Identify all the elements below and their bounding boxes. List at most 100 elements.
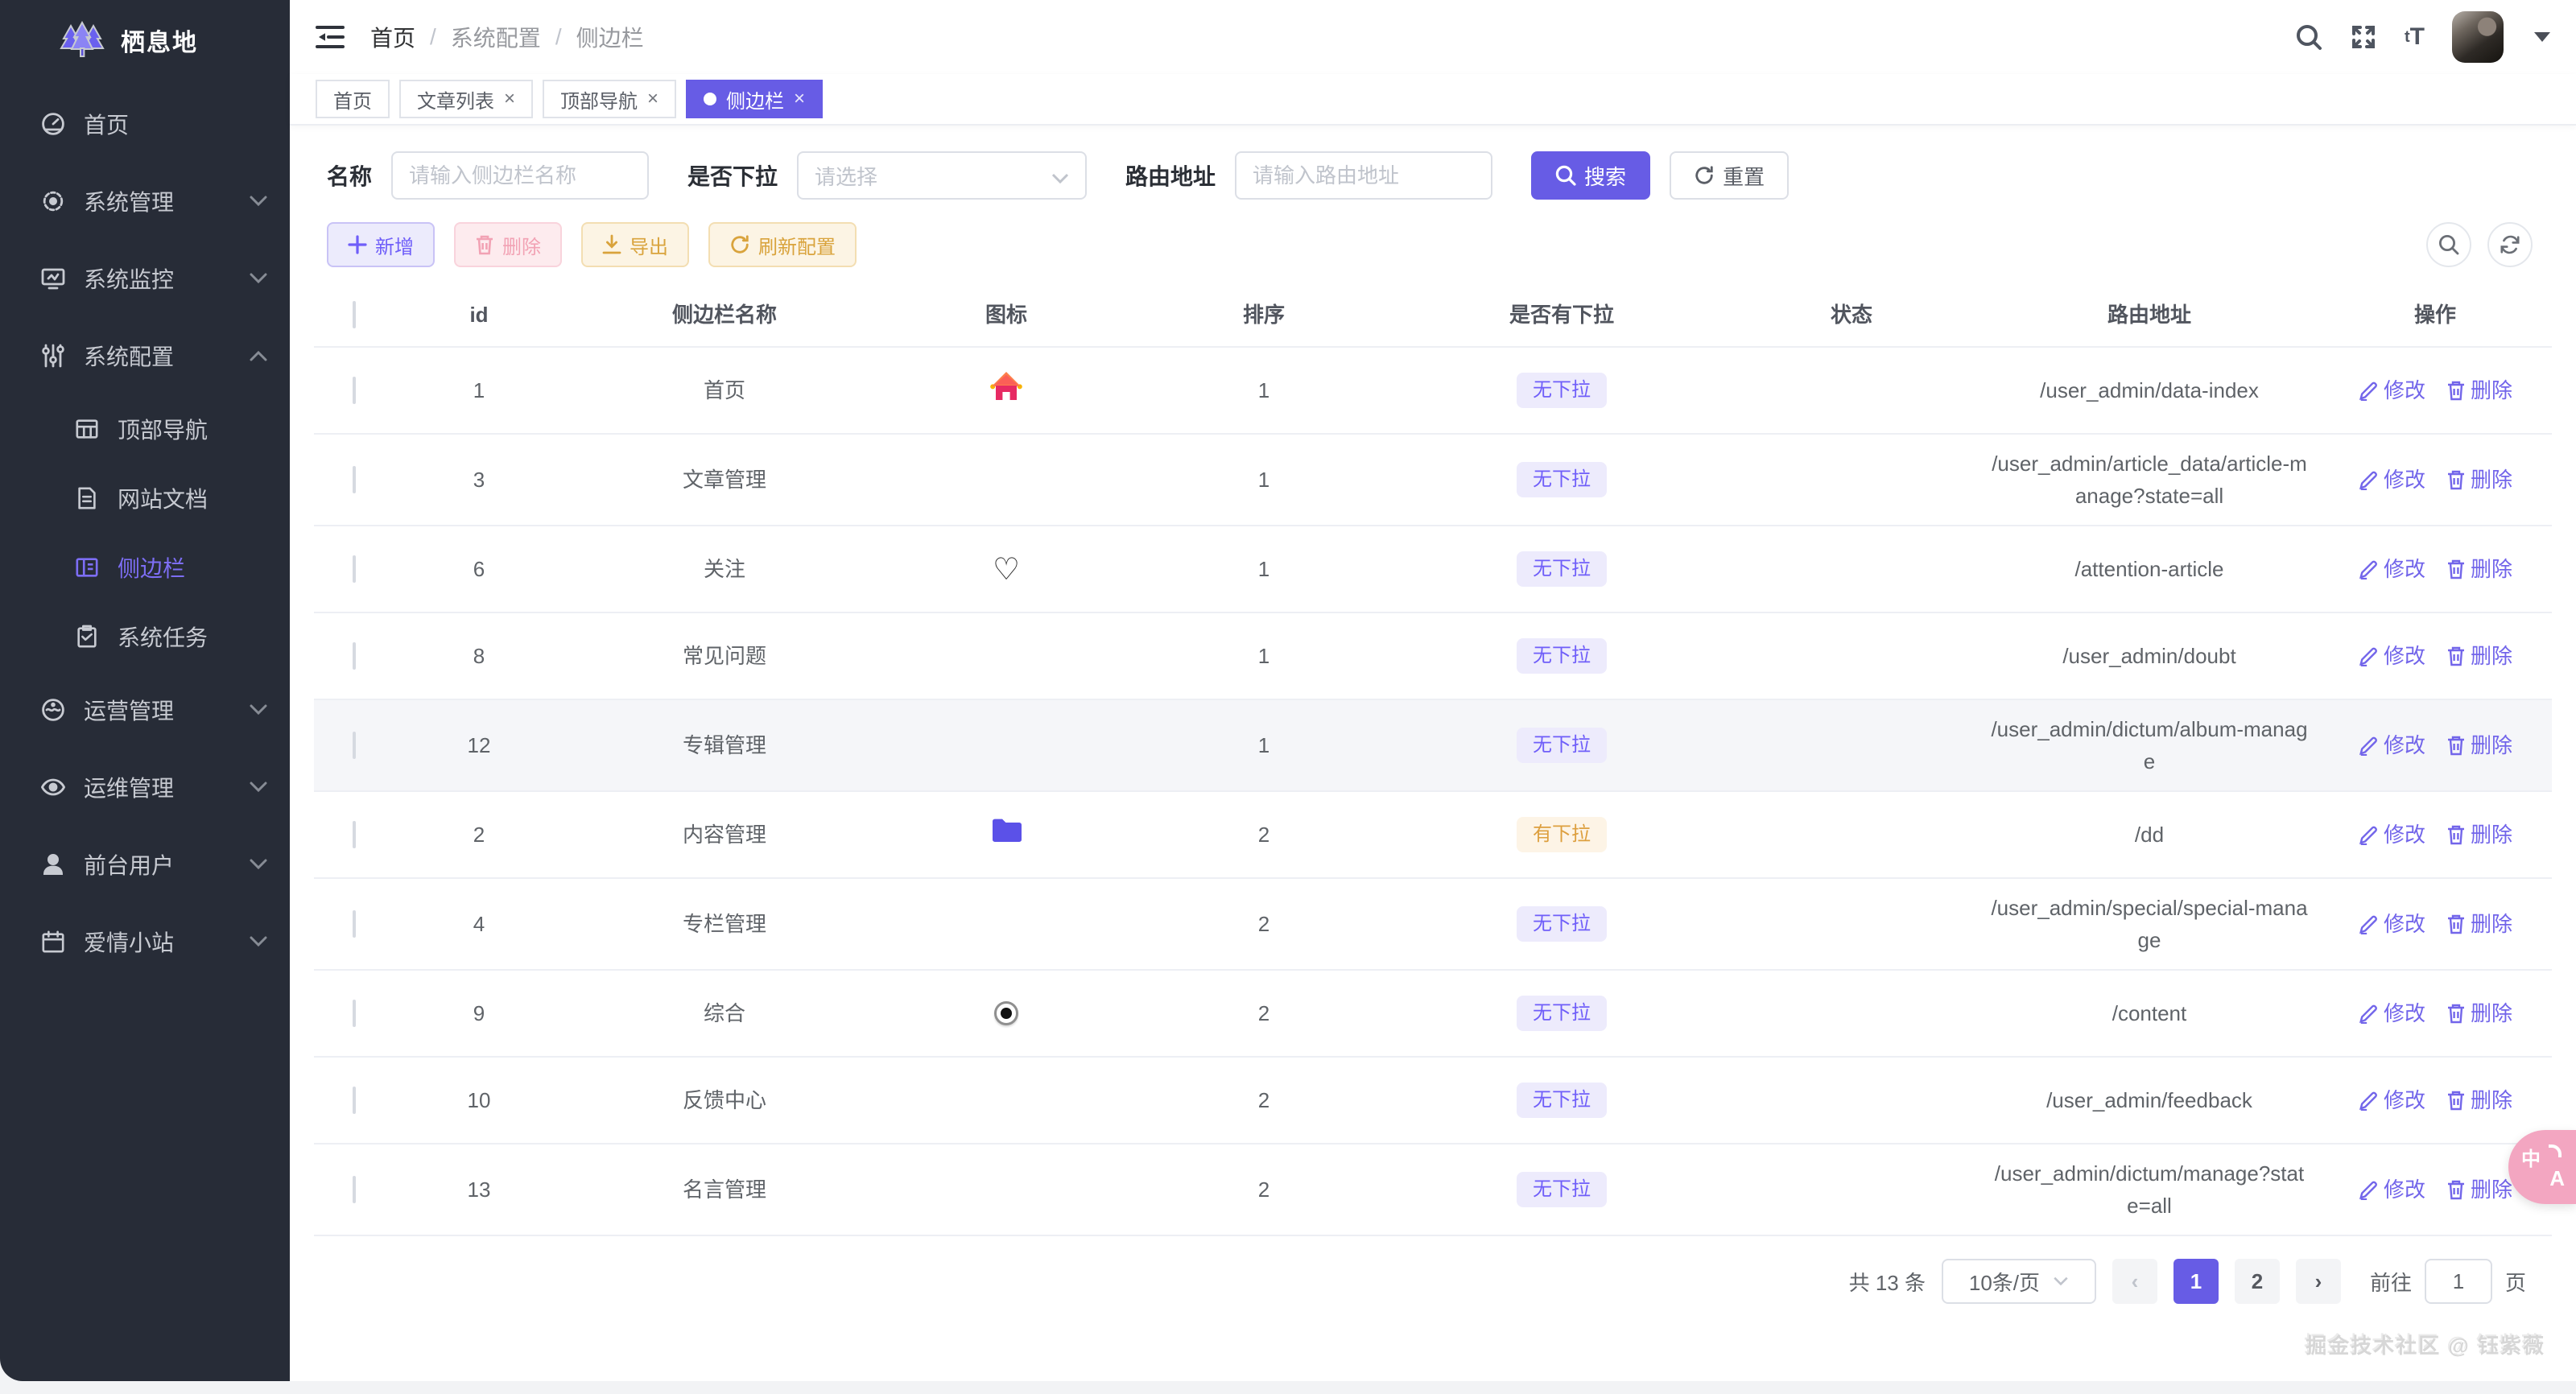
sidebar-item-system-config[interactable]: 系统配置 (0, 317, 290, 394)
edit-link[interactable]: 修改 (2358, 908, 2425, 940)
sidebar-item-maintenance[interactable]: 运维管理 (0, 749, 290, 826)
col-route: 路由地址 (2107, 303, 2191, 327)
table-tools (2426, 222, 2533, 267)
dropdown-filter-select[interactable]: 请选择 (797, 151, 1088, 200)
name-filter-input[interactable] (391, 151, 650, 200)
route-filter-label: 路由地址 (1125, 164, 1216, 189)
cell-name: 首页 (703, 378, 745, 402)
sidebar-item-operation[interactable]: 运营管理 (0, 671, 290, 749)
edit-link[interactable]: 修改 (2358, 1173, 2425, 1206)
delete-link[interactable]: 删除 (2446, 374, 2512, 406)
delete-button[interactable]: 删除 (454, 222, 562, 267)
sidebar-item-site-docs[interactable]: 网站文档 (0, 464, 290, 533)
cell-dropdown: 无下拉 (1401, 538, 1723, 600)
menu-fold-icon[interactable] (316, 24, 345, 50)
translate-float-button[interactable]: 中 A (2508, 1130, 2576, 1204)
bottom-strip (0, 1381, 2576, 1394)
cell-id: 12 (467, 733, 491, 757)
tab-文章列表[interactable]: 文章列表 × (399, 80, 534, 118)
table-row: 1 首页 1 无下拉/user_admin/data-index 修改 删除 (314, 348, 2552, 435)
delete-link[interactable]: 删除 (2446, 908, 2512, 940)
tab-label: 文章列表 (417, 90, 494, 113)
monitor-icon (40, 266, 66, 291)
row-checkbox[interactable] (353, 1087, 356, 1114)
page-size-select[interactable]: 10条/页 (1941, 1259, 2096, 1304)
page-button-1[interactable]: 1 (2173, 1259, 2219, 1304)
search-button[interactable]: 搜索 (1531, 151, 1651, 200)
close-icon[interactable]: × (794, 88, 806, 109)
cell-name: 专栏管理 (682, 912, 766, 936)
delete-label: 删除 (2471, 557, 2513, 581)
close-icon[interactable]: × (647, 88, 659, 109)
row-checkbox[interactable] (353, 821, 356, 848)
delete-link[interactable]: 删除 (2446, 1084, 2512, 1116)
row-checkbox[interactable] (353, 910, 356, 938)
route-filter-input[interactable] (1235, 151, 1493, 200)
table-search-icon[interactable] (2426, 222, 2471, 267)
add-button[interactable]: 新增 (327, 222, 435, 267)
sidebar-item-sidebar[interactable]: 侧边栏 (0, 533, 290, 602)
sidebar-item-top-nav[interactable]: 顶部导航 (0, 394, 290, 464)
sidebar-item-system-tasks[interactable]: 系统任务 (0, 602, 290, 671)
goto-suffix: 页 (2504, 1270, 2526, 1295)
edit-link[interactable]: 修改 (2358, 729, 2425, 761)
table-body: 1 首页 1 无下拉/user_admin/data-index 修改 删除 3 文章管理 1 无… (314, 348, 2552, 1236)
row-checkbox[interactable] (353, 377, 356, 404)
delete-link[interactable]: 删除 (2446, 819, 2512, 851)
row-checkbox[interactable] (353, 1176, 356, 1203)
delete-link[interactable]: 删除 (2446, 729, 2512, 761)
row-checkbox[interactable] (353, 466, 356, 493)
cell-checkbox (314, 540, 394, 598)
breadcrumb-home[interactable]: 首页 (370, 26, 416, 51)
cell-operations: 修改 删除 (2318, 540, 2552, 598)
delete-link[interactable]: 删除 (2446, 553, 2512, 585)
sidebar-item-system-manage[interactable]: 系统管理 (0, 163, 290, 240)
row-checkbox[interactable] (353, 732, 356, 759)
edit-link[interactable]: 修改 (2358, 553, 2425, 585)
delete-link[interactable]: 删除 (2446, 640, 2512, 672)
delete-link[interactable]: 删除 (2446, 1173, 2512, 1206)
avatar[interactable] (2452, 11, 2504, 63)
row-checkbox[interactable] (353, 642, 356, 670)
tab-侧边栏[interactable]: 侧边栏 × (686, 80, 824, 118)
table-refresh-icon[interactable] (2487, 222, 2533, 267)
cell-route: /user_admin/special/special-manage (1991, 896, 2308, 952)
user-icon (40, 852, 66, 877)
edit-link[interactable]: 修改 (2358, 464, 2425, 496)
prev-page-button[interactable]: ‹ (2112, 1259, 2157, 1304)
table-row: 6 关注 ♡ 1 无下拉/attention-article 修改 删除 (314, 526, 2552, 613)
close-icon[interactable]: × (504, 88, 516, 109)
cell-dropdown: 无下拉 (1401, 360, 1723, 422)
delete-link[interactable]: 删除 (2446, 997, 2512, 1029)
reset-button[interactable]: 重置 (1670, 151, 1790, 200)
edit-link[interactable]: 修改 (2358, 640, 2425, 672)
tab-顶部导航[interactable]: 顶部导航 × (543, 80, 677, 118)
sidebar-item-front-users[interactable]: 前台用户 (0, 826, 290, 903)
refresh-config-button[interactable]: 刷新配置 (708, 222, 857, 267)
next-page-button[interactable]: › (2295, 1259, 2341, 1304)
export-button[interactable]: 导出 (581, 222, 689, 267)
cell-dropdown: 无下拉 (1401, 893, 1723, 955)
cell-name: 名言管理 (682, 1177, 766, 1202)
row-checkbox[interactable] (353, 1000, 356, 1027)
sidebar-item-love-site[interactable]: 爱情小站 (0, 903, 290, 980)
cell-operations: 修改 删除 (2318, 716, 2552, 774)
edit-link[interactable]: 修改 (2358, 997, 2425, 1029)
sidebar-item-system-monitor[interactable]: 系统监控 (0, 240, 290, 317)
tab-首页[interactable]: 首页 (316, 80, 390, 118)
chevron-down-icon (250, 936, 267, 947)
caret-down-icon[interactable] (2534, 32, 2550, 42)
select-all-checkbox[interactable] (353, 301, 356, 328)
sidebar-item-home[interactable]: 首页 (0, 85, 290, 163)
search-icon[interactable] (2295, 23, 2322, 51)
edit-link[interactable]: 修改 (2358, 374, 2425, 406)
goto-page-input[interactable] (2424, 1259, 2492, 1304)
page-button-2[interactable]: 2 (2234, 1259, 2280, 1304)
edit-link[interactable]: 修改 (2358, 819, 2425, 851)
row-checkbox[interactable] (353, 555, 356, 583)
fullscreen-icon[interactable] (2350, 23, 2377, 51)
delete-link[interactable]: 删除 (2446, 464, 2512, 496)
edit-link[interactable]: 修改 (2358, 1084, 2425, 1116)
breadcrumb-system-config[interactable]: 系统配置 (450, 26, 541, 51)
